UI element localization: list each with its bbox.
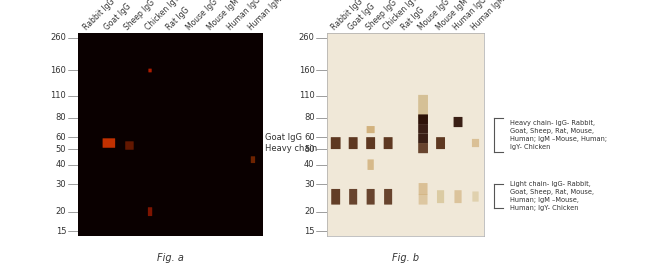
FancyBboxPatch shape	[472, 139, 479, 147]
FancyBboxPatch shape	[367, 189, 374, 205]
FancyBboxPatch shape	[418, 95, 428, 118]
FancyBboxPatch shape	[418, 124, 428, 133]
Text: Light chain- IgG- Rabbit,
Goat, Sheep, Rat, Mouse,
Human; IgM –Mouse,
Human; IgY: Light chain- IgG- Rabbit, Goat, Sheep, R…	[510, 181, 594, 211]
Text: 160: 160	[51, 66, 66, 75]
FancyBboxPatch shape	[418, 143, 428, 153]
Text: Human IgG: Human IgG	[452, 0, 488, 32]
Text: 15: 15	[304, 227, 315, 235]
Text: 110: 110	[299, 91, 315, 101]
Text: Goat IgG: Goat IgG	[103, 2, 133, 32]
Text: Mouse IgG: Mouse IgG	[185, 0, 220, 32]
FancyBboxPatch shape	[367, 159, 374, 170]
Text: 40: 40	[304, 160, 315, 169]
FancyBboxPatch shape	[454, 117, 463, 127]
Text: 260: 260	[51, 33, 66, 42]
Text: Human IgG: Human IgG	[226, 0, 263, 32]
Text: 50: 50	[304, 145, 315, 154]
Text: Fig. a: Fig. a	[157, 253, 184, 263]
FancyBboxPatch shape	[332, 189, 340, 205]
Text: 30: 30	[56, 180, 66, 189]
Text: Rabbit IgG: Rabbit IgG	[330, 0, 365, 32]
Text: Human IgM: Human IgM	[246, 0, 284, 32]
Text: Heavy chain- IgG- Rabbit,
Goat, Sheep, Rat, Mouse,
Human; IgM –Mouse, Human;
IgY: Heavy chain- IgG- Rabbit, Goat, Sheep, R…	[510, 120, 607, 150]
FancyBboxPatch shape	[251, 156, 255, 163]
FancyBboxPatch shape	[148, 207, 152, 216]
Text: Sheep IgG: Sheep IgG	[123, 0, 157, 32]
Text: Chicken IgY: Chicken IgY	[144, 0, 181, 32]
Text: 80: 80	[56, 113, 66, 122]
FancyBboxPatch shape	[366, 137, 375, 149]
FancyBboxPatch shape	[384, 137, 393, 149]
Text: 20: 20	[304, 207, 315, 216]
FancyBboxPatch shape	[473, 192, 478, 202]
Text: 60: 60	[56, 133, 66, 141]
FancyBboxPatch shape	[418, 114, 428, 124]
FancyBboxPatch shape	[454, 190, 462, 203]
FancyBboxPatch shape	[103, 138, 115, 148]
Text: 15: 15	[56, 227, 66, 235]
FancyBboxPatch shape	[349, 189, 358, 205]
Text: 20: 20	[56, 207, 66, 216]
Text: 80: 80	[304, 113, 315, 122]
Text: 60: 60	[304, 133, 315, 141]
Text: Fig. b: Fig. b	[392, 253, 419, 263]
Text: Rat IgG: Rat IgG	[399, 5, 426, 32]
FancyBboxPatch shape	[419, 194, 428, 205]
Text: 40: 40	[56, 160, 66, 169]
Text: 30: 30	[304, 180, 315, 189]
Text: Mouse IgM: Mouse IgM	[434, 0, 469, 32]
FancyBboxPatch shape	[384, 189, 392, 205]
FancyBboxPatch shape	[348, 137, 358, 149]
FancyBboxPatch shape	[436, 137, 445, 149]
FancyBboxPatch shape	[125, 141, 134, 150]
Text: Goat IgG
Heavy chain: Goat IgG Heavy chain	[265, 133, 317, 153]
Text: 260: 260	[299, 33, 315, 42]
Text: Rat IgG: Rat IgG	[164, 5, 191, 32]
Text: 50: 50	[56, 145, 66, 154]
FancyBboxPatch shape	[331, 137, 341, 149]
Text: Goat IgG: Goat IgG	[347, 2, 377, 32]
FancyBboxPatch shape	[419, 183, 428, 195]
Text: Human IgM: Human IgM	[469, 0, 506, 32]
Text: 110: 110	[51, 91, 66, 101]
FancyBboxPatch shape	[437, 190, 444, 203]
Text: Mouse IgM: Mouse IgM	[205, 0, 240, 32]
Text: Chicken IgY: Chicken IgY	[382, 0, 419, 32]
Text: Sheep IgG: Sheep IgG	[364, 0, 398, 32]
Text: 160: 160	[299, 66, 315, 75]
FancyBboxPatch shape	[367, 126, 374, 133]
Text: Mouse IgG: Mouse IgG	[417, 0, 452, 32]
FancyBboxPatch shape	[418, 133, 428, 143]
Text: Rabbit IgG: Rabbit IgG	[82, 0, 117, 32]
FancyBboxPatch shape	[148, 69, 151, 72]
